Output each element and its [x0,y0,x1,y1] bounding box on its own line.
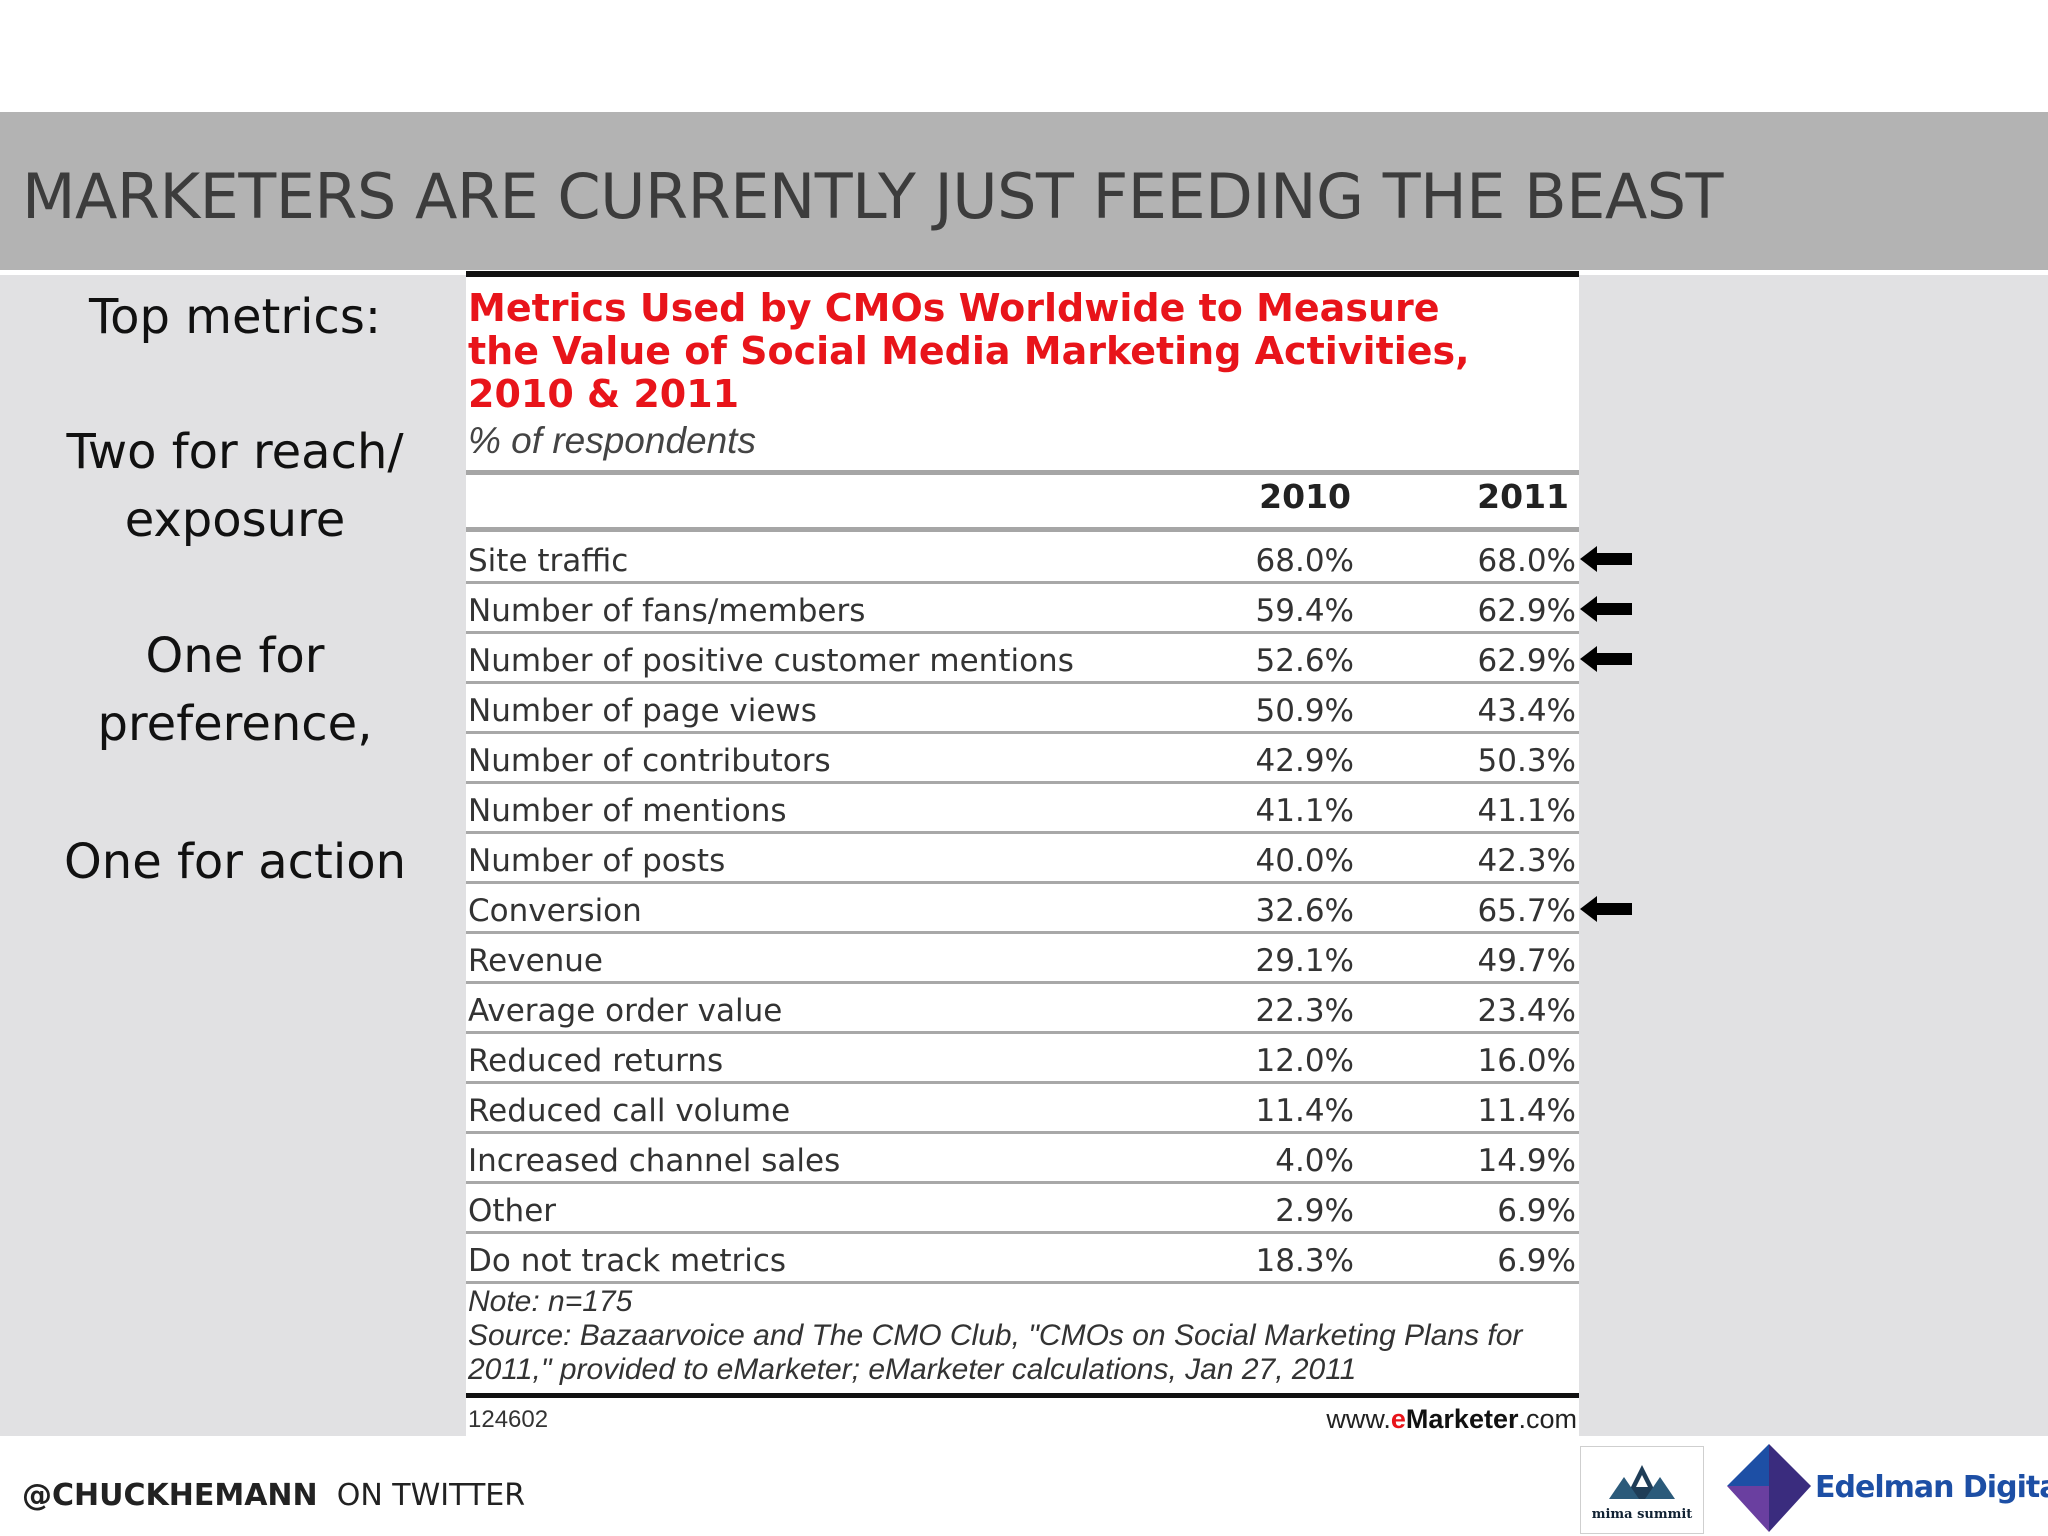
mima-logo-icon [1609,1465,1675,1499]
table-row: Number of fans/members 59.4% 62.9% [466,584,1579,634]
value-2011: 14.9% [1477,1143,1576,1179]
row-label: Revenue [468,943,604,979]
left-arrow-icon [1580,546,1632,572]
row-label: Reduced call volume [468,1093,791,1129]
value-2010: 50.9% [1255,693,1354,729]
table-row: Number of posts 40.0% 42.3% [466,834,1579,884]
twitter-footer: @CHUCKHEMANN ON TWITTER [22,1478,525,1513]
table-row: Site traffic 68.0% 68.0% [466,534,1579,584]
value-2010: 41.1% [1255,793,1354,829]
title-band [0,112,2048,270]
value-2010: 40.0% [1255,843,1354,879]
column-header-2011: 2011 [1477,477,1569,516]
row-label: Number of contributors [468,743,831,779]
row-label: Number of fans/members [468,593,866,629]
value-2010: 2.9% [1275,1193,1354,1229]
row-label: Number of mentions [468,793,787,829]
left-arrow-icon [1580,896,1632,922]
table-subtitle: % of respondents [468,420,756,461]
row-label: Reduced returns [468,1043,724,1079]
header-rule-bottom [466,527,1579,532]
url-suffix: .com [1518,1404,1577,1434]
value-2011: 50.3% [1477,743,1576,779]
value-2010: 32.6% [1255,893,1354,929]
value-2010: 12.0% [1255,1043,1354,1079]
value-2011: 41.1% [1477,793,1576,829]
column-header-2010: 2010 [1259,477,1351,516]
value-2011: 16.0% [1477,1043,1576,1079]
left-text-action: One for action [64,834,406,890]
table-row: Average order value 22.3% 23.4% [466,984,1579,1034]
table-row: Number of contributors 42.9% 50.3% [466,734,1579,784]
table-row: Reduced call volume 11.4% 11.4% [466,1084,1579,1134]
table-row: Number of mentions 41.1% 41.1% [466,784,1579,834]
value-2010: 59.4% [1255,593,1354,629]
row-label: Do not track metrics [468,1243,787,1279]
value-2011: 62.9% [1477,593,1576,629]
edelman-name: Edelman Digital [1815,1470,2048,1505]
table-row: Conversion 32.6% 65.7% [466,884,1579,934]
mima-name: mima summit [1591,1507,1693,1522]
left-text-reach: Two for reach/ [66,424,404,480]
table-rows: Site traffic 68.0% 68.0% Number of fans/mem… [466,534,1579,1284]
table-row: Reduced returns 12.0% 16.0% [466,1034,1579,1084]
chart-id: 124602 [468,1406,549,1433]
left-text-top-metrics: Top metrics: [88,289,381,345]
twitter-suffix: ON TWITTER [336,1478,526,1513]
row-label: Site traffic [468,543,629,579]
mima-summit-logo: mima summit [1580,1446,1704,1534]
value-2011: 42.3% [1477,843,1576,879]
value-2011: 11.4% [1477,1093,1576,1129]
row-label: Conversion [468,893,642,929]
left-arrow-icon [1580,646,1632,672]
left-text-preference: preference, [97,696,373,752]
url-prefix: www. [1326,1404,1391,1434]
row-label: Number of positive customer mentions [468,643,1074,679]
table-row: Other 2.9% 6.9% [466,1184,1579,1234]
value-2010: 52.6% [1255,643,1354,679]
value-2011: 62.9% [1477,643,1576,679]
value-2010: 18.3% [1255,1243,1354,1279]
url-e: e [1390,1404,1406,1434]
emarketer-url: www.eMarketer.com [1326,1404,1577,1435]
row-label: Average order value [468,993,783,1029]
url-brand: Marketer [1405,1404,1519,1434]
table-title: Metrics Used by CMOs Worldwide to Measur… [468,286,1470,416]
left-text-exposure: exposure [124,492,346,548]
footer-rule [466,1393,1579,1398]
value-2010: 11.4% [1255,1093,1354,1129]
slide-title: MARKETERS ARE CURRENTLY JUST FEEDING THE… [22,160,1724,233]
table-row: Revenue 29.1% 49.7% [466,934,1579,984]
table-row: Number of positive customer mentions 52.6… [466,634,1579,684]
source-text: Source: Bazaarvoice and The CMO Club, "C… [468,1319,1523,1386]
table-row: Number of page views 50.9% 43.4% [466,684,1579,734]
value-2010: 4.0% [1275,1143,1354,1179]
row-label: Number of posts [468,843,726,879]
value-2010: 22.3% [1255,993,1354,1029]
left-arrow-icon [1580,596,1632,622]
value-2011: 23.4% [1477,993,1576,1029]
row-label: Number of page views [468,693,817,729]
value-2011: 43.4% [1477,693,1576,729]
edelman-digital-logo: Edelman Digital [1727,1444,2048,1534]
table-row: Increased channel sales 4.0% 14.9% [466,1134,1579,1184]
edelman-logo-icon [1727,1444,1811,1532]
row-label: Other [468,1193,557,1229]
value-2011: 6.9% [1497,1243,1576,1279]
twitter-handle: @CHUCKHEMANN [22,1478,318,1513]
value-2011: 6.9% [1497,1193,1576,1229]
value-2010: 29.1% [1255,943,1354,979]
note-text: Note: n=175 [468,1285,633,1318]
value-2011: 68.0% [1477,543,1576,579]
metrics-table-card: Metrics Used by CMOs Worldwide to Measur… [466,271,1579,1441]
table-note: Note: n=175 Source: Bazaarvoice and The … [468,1285,1568,1387]
row-label: Increased channel sales [468,1143,841,1179]
table-row: Do not track metrics 18.3% 6.9% [466,1234,1579,1284]
left-text-one-for: One for [145,628,325,684]
value-2010: 42.9% [1255,743,1354,779]
header-rule-top [466,470,1579,475]
value-2011: 49.7% [1477,943,1576,979]
value-2010: 68.0% [1255,543,1354,579]
value-2011: 65.7% [1477,893,1576,929]
